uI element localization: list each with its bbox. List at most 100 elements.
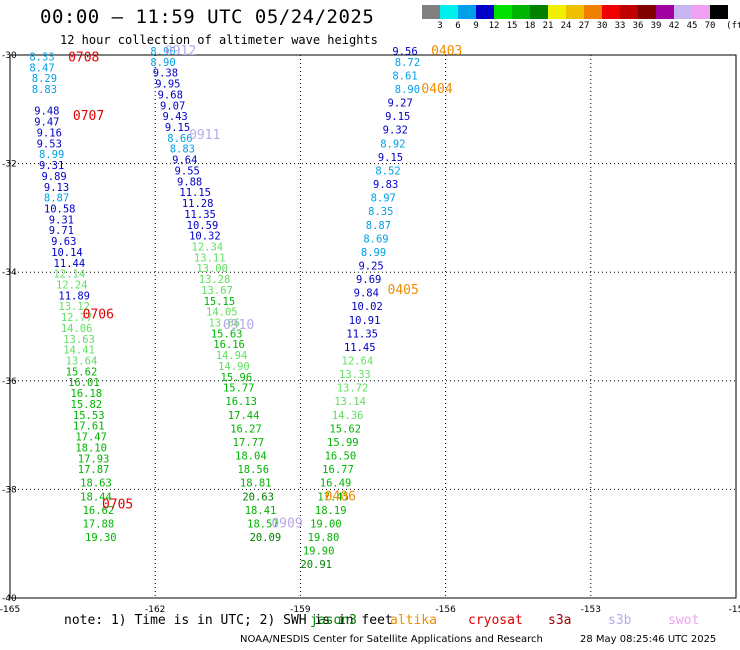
wave-height-value: 12.24 bbox=[56, 279, 88, 291]
wave-height-value: 12.14 bbox=[54, 269, 86, 281]
wave-height-value: 8.87 bbox=[366, 220, 391, 232]
colorbar-swatch bbox=[476, 5, 494, 19]
wave-height-value: 10.59 bbox=[187, 220, 219, 232]
colorbar-label: 36 bbox=[632, 21, 644, 31]
latitude-tick-label: -38 bbox=[2, 485, 17, 495]
pass-label: 0912 bbox=[165, 44, 196, 59]
wave-height-value: 13.28 bbox=[199, 274, 231, 286]
wave-height-value: 17.44 bbox=[228, 410, 260, 422]
colorbar-swatch bbox=[566, 5, 584, 19]
wave-height-value: 8.66 bbox=[167, 133, 192, 145]
wave-height-value: 20.91 bbox=[300, 559, 332, 571]
colorbar-label: 27 bbox=[578, 21, 590, 31]
wave-height-value: 17.93 bbox=[78, 453, 110, 465]
generation-timestamp: 28 May 08:25:46 UTC 2025 bbox=[580, 634, 717, 645]
wave-height-value: 20.09 bbox=[250, 532, 282, 544]
wave-height-value: 20.63 bbox=[242, 491, 274, 503]
wave-height-value: 19.00 bbox=[310, 518, 342, 530]
legend-satellite: s3a bbox=[548, 613, 572, 628]
wave-height-value: 15.63 bbox=[211, 328, 243, 340]
colorbar-label: 6 bbox=[455, 21, 461, 31]
wave-height-value: 9.43 bbox=[162, 111, 187, 123]
legend-satellite: s3b bbox=[608, 613, 632, 628]
wave-height-value: 9.15 bbox=[385, 111, 410, 123]
colorbar-swatch bbox=[620, 5, 638, 19]
wave-height-value: 8.92 bbox=[380, 138, 405, 150]
wave-height-value: 9.38 bbox=[153, 68, 178, 80]
colorbar-label: 42 bbox=[668, 21, 680, 31]
wave-height-value: 10.58 bbox=[44, 203, 76, 215]
latitude-tick-label: -34 bbox=[2, 268, 17, 278]
colorbar-swatch bbox=[692, 5, 710, 19]
wave-height-value: 14.90 bbox=[218, 361, 250, 373]
latitude-tick-label: -36 bbox=[2, 377, 17, 387]
pass-label: 0707 bbox=[73, 109, 104, 124]
longitude-tick-label: -15 bbox=[729, 605, 740, 615]
wave-height-value: 9.83 bbox=[373, 179, 398, 191]
wave-height-value: 18.63 bbox=[80, 478, 112, 490]
wave-height-value: 9.07 bbox=[160, 100, 185, 112]
pass-label: 0705 bbox=[102, 497, 133, 512]
colorbar-swatch bbox=[530, 5, 548, 19]
wave-height-value: 15.62 bbox=[66, 366, 98, 378]
wave-height-value: 9.48 bbox=[34, 106, 59, 118]
wave-height-value: 15.82 bbox=[71, 399, 103, 411]
wave-height-value: 12.64 bbox=[342, 356, 374, 368]
wave-height-value: 16.01 bbox=[68, 377, 100, 389]
wave-height-value: 9.69 bbox=[356, 274, 381, 286]
wave-height-value: 15.53 bbox=[73, 410, 105, 422]
wave-height-value: 16.49 bbox=[320, 478, 352, 490]
wave-height-value: 8.83 bbox=[32, 84, 57, 96]
wave-height-value: 8.90 bbox=[150, 57, 175, 69]
wave-height-value: 9.64 bbox=[172, 155, 197, 167]
colorbar-label: 45 bbox=[686, 21, 698, 31]
wave-height-value: 17.88 bbox=[83, 518, 115, 530]
legend-satellite: jason3 bbox=[310, 613, 357, 628]
wave-height-value: 11.15 bbox=[179, 187, 211, 199]
pass-label: 0910 bbox=[223, 318, 254, 333]
colorbar-swatch bbox=[494, 5, 512, 19]
colorbar-label: 18 bbox=[524, 21, 536, 31]
wave-height-value: 9.89 bbox=[41, 171, 66, 183]
longitude-tick-label: -162 bbox=[145, 605, 165, 615]
wave-height-value: 8.72 bbox=[395, 57, 420, 69]
wave-height-value: 13.14 bbox=[334, 396, 366, 408]
legend-satellite: cryosat bbox=[468, 613, 523, 628]
colorbar-swatch bbox=[422, 5, 440, 19]
colorbar-label: 39 bbox=[650, 21, 662, 31]
wave-height-value: 9.68 bbox=[158, 89, 183, 101]
pass-label: 0406 bbox=[325, 489, 356, 504]
wave-height-value: 8.69 bbox=[363, 233, 388, 245]
wave-height-value: 15.15 bbox=[204, 296, 236, 308]
wave-height-value: 13.72 bbox=[337, 383, 369, 395]
wave-height-value: 8.47 bbox=[29, 62, 54, 74]
wave-height-value: 9.27 bbox=[388, 98, 413, 110]
colorbar-unit: (ft) bbox=[726, 21, 740, 31]
wave-height-value: 8.29 bbox=[32, 73, 57, 85]
wave-height-value: 14.06 bbox=[61, 323, 93, 335]
credit-line: NOAA/NESDIS Center for Satellite Applica… bbox=[240, 634, 543, 645]
colorbar-swatch bbox=[440, 5, 458, 19]
colorbar-label: 12 bbox=[488, 21, 500, 31]
wave-height-value: 8.33 bbox=[29, 51, 54, 63]
colorbar-swatch bbox=[710, 5, 728, 19]
wave-height-value: 16.77 bbox=[322, 464, 354, 476]
wave-height-value: 18.56 bbox=[237, 464, 269, 476]
colorbar-swatch bbox=[602, 5, 620, 19]
wave-height-value: 13.66 bbox=[208, 318, 240, 330]
wave-height-value: 13.00 bbox=[196, 263, 228, 275]
colorbar-label: 21 bbox=[542, 21, 554, 31]
pass-label: 0405 bbox=[388, 283, 419, 298]
longitude-tick-label: -159 bbox=[290, 605, 311, 615]
wave-height-value: 11.35 bbox=[184, 209, 216, 221]
colorbar-swatch bbox=[656, 5, 674, 19]
wave-height-value: 9.15 bbox=[378, 152, 403, 164]
colorbar-swatch bbox=[584, 5, 602, 19]
wave-height-value: 19.30 bbox=[85, 532, 117, 544]
wave-height-value: 8.97 bbox=[371, 193, 396, 205]
wave-height-value: 18.81 bbox=[240, 478, 272, 490]
wave-height-value: 18.10 bbox=[75, 442, 107, 454]
wave-height-value: 13.33 bbox=[339, 369, 371, 381]
wave-height-value: 16.16 bbox=[213, 339, 245, 351]
